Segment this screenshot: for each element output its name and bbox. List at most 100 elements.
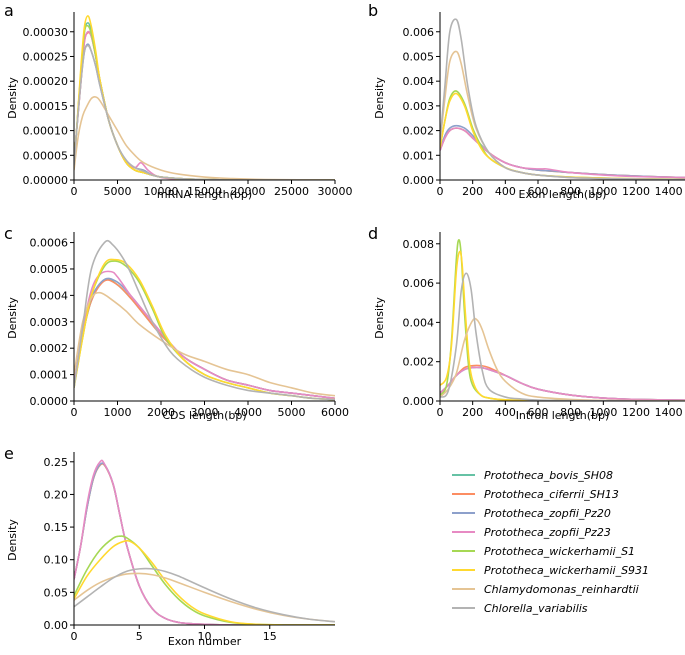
series-line-Prototheca_zopfii_Pz20 xyxy=(440,366,685,401)
x-tick-label: 3000 xyxy=(191,406,219,419)
y-tick-label: 0.0003 xyxy=(30,316,69,329)
series-line-Prototheca_bovis_SH08 xyxy=(74,462,335,625)
chart-panel-b: 0 200 400 600 800 1000 1200 1400 0.000 0.001 0.002… xyxy=(373,12,685,201)
y-tick-label: 0.001 xyxy=(403,149,435,162)
y-tick-label: 0.0005 xyxy=(30,263,69,276)
x-tick-label: 25000 xyxy=(274,185,309,198)
x-tick-label: 5000 xyxy=(278,406,306,419)
y-axis-label: Density xyxy=(373,297,386,339)
legend: Prototheca_bovis_SH08 Prototheca_ciferri… xyxy=(452,469,649,615)
y-tick-label: 0.0000 xyxy=(30,395,69,408)
x-tick-label: 1400 xyxy=(655,185,683,198)
y-tick-label: 0.00030 xyxy=(23,26,69,39)
y-tick-label: 0.000 xyxy=(403,174,435,187)
series-line-Chlorella_variabilis xyxy=(440,18,685,180)
y-tick-label: 0.00005 xyxy=(23,149,69,162)
x-tick-label: 5 xyxy=(136,630,143,643)
x-tick-label: 0 xyxy=(71,630,78,643)
y-tick-label: 0.0004 xyxy=(30,289,69,302)
x-tick-label: 400 xyxy=(495,185,516,198)
x-tick-label: 200 xyxy=(462,185,483,198)
x-tick-label: 30000 xyxy=(318,185,353,198)
series-line-Prototheca_ciferrii_SH13 xyxy=(74,279,335,400)
y-tick-label: 0.008 xyxy=(403,238,435,251)
x-tick-label: 0 xyxy=(71,406,78,419)
y-tick-label: 0.00025 xyxy=(23,50,69,63)
series-line-Chlamydomonas_reinhardtii xyxy=(440,50,685,180)
legend-label: Prototheca_ciferrii_SH13 xyxy=(484,488,619,501)
series-line-Prototheca_zopfii_Pz23 xyxy=(440,366,685,401)
panel-letter-a: a xyxy=(4,1,14,20)
y-tick-label: 0.20 xyxy=(44,488,69,501)
series-line-Chlamydomonas_reinhardtii xyxy=(74,572,335,623)
series-line-Prototheca_wickerhamii_S1 xyxy=(440,90,685,180)
y-tick-label: 0.004 xyxy=(403,316,435,329)
x-tick-label: 0 xyxy=(71,185,78,198)
y-tick-label: 0.05 xyxy=(44,586,69,599)
x-tick-label: 0 xyxy=(437,185,444,198)
x-tick-label: 1000 xyxy=(589,406,617,419)
series-group xyxy=(74,15,335,180)
series-line-Prototheca_zopfii_Pz20 xyxy=(74,277,335,400)
series-line-Prototheca_wickerhamii_S1 xyxy=(74,24,335,180)
series-line-Prototheca_wickerhamii_S931 xyxy=(440,250,685,401)
series-line-Prototheca_ciferrii_SH13 xyxy=(440,127,685,179)
x-axis-label: CDS length(bp) xyxy=(162,409,246,422)
x-tick-label: 800 xyxy=(560,406,581,419)
panel-letter-c: c xyxy=(4,224,13,243)
legend-label: Chlamydomonas_reinhardtii xyxy=(484,583,639,596)
series-line-Prototheca_ciferrii_SH13 xyxy=(440,364,685,401)
y-tick-label: 0.10 xyxy=(44,554,69,567)
series-group xyxy=(74,459,335,625)
x-tick-label: 600 xyxy=(528,406,549,419)
series-line-Prototheca_bovis_SH08 xyxy=(440,366,685,401)
series-line-Prototheca_zopfii_Pz23 xyxy=(74,270,335,400)
series-line-Prototheca_wickerhamii_S931 xyxy=(74,539,335,625)
series-line-Prototheca_ciferrii_SH13 xyxy=(74,31,335,180)
x-tick-label: 2000 xyxy=(147,406,175,419)
y-tick-label: 0.006 xyxy=(403,277,435,290)
y-tick-label: 0.00020 xyxy=(23,75,69,88)
series-line-Prototheca_zopfii_Pz20 xyxy=(74,43,335,180)
series-line-Prototheca_ciferrii_SH13 xyxy=(74,462,335,625)
y-tick-label: 0.0002 xyxy=(30,342,69,355)
chart-panel-c: 0 1000 2000 3000 4000 5000 6000 0.0000 0.0001 0.0… xyxy=(6,232,349,422)
series-line-Chlorella_variabilis xyxy=(74,239,335,401)
y-tick-label: 0.006 xyxy=(403,26,435,39)
series-line-Prototheca_wickerhamii_S1 xyxy=(74,535,335,625)
series-line-Prototheca_zopfii_Pz23 xyxy=(74,30,335,180)
x-axis-label: Exon number xyxy=(168,635,242,648)
series-line-Chlamydomonas_reinhardtii xyxy=(74,291,335,397)
x-tick-label: 20000 xyxy=(231,185,266,198)
y-tick-label: 0.004 xyxy=(403,75,435,88)
series-line-Prototheca_zopfii_Pz20 xyxy=(440,124,685,179)
legend-label: Chlorella_variabilis xyxy=(484,602,588,615)
x-tick-label: 10000 xyxy=(144,185,179,198)
y-axis-label: Density xyxy=(6,297,19,339)
x-tick-label: 10 xyxy=(198,630,212,643)
y-tick-label: 0.002 xyxy=(403,125,435,138)
y-tick-label: 0.00 xyxy=(44,619,69,632)
series-group xyxy=(440,239,685,401)
x-tick-label: 200 xyxy=(462,406,483,419)
x-tick-label: 15 xyxy=(263,630,277,643)
series-line-Chlamydomonas_reinhardtii xyxy=(74,96,335,180)
y-axis-label: Density xyxy=(6,519,19,561)
y-tick-label: 0.00015 xyxy=(23,100,69,113)
y-tick-label: 0.0006 xyxy=(30,237,69,250)
x-tick-label: 6000 xyxy=(321,406,349,419)
series-line-Prototheca_bovis_SH08 xyxy=(74,22,335,180)
x-tick-label: 4000 xyxy=(234,406,262,419)
x-tick-label: 600 xyxy=(528,185,549,198)
x-tick-label: 1200 xyxy=(622,406,650,419)
panel-letter-d: d xyxy=(368,224,378,243)
series-line-Prototheca_zopfii_Pz23 xyxy=(440,127,685,179)
x-tick-label: 0 xyxy=(437,406,444,419)
x-tick-label: 800 xyxy=(560,185,581,198)
legend-label: Prototheca_wickerhamii_S931 xyxy=(484,564,649,577)
panel-letter-e: e xyxy=(4,444,14,463)
x-tick-label: 1400 xyxy=(655,406,683,419)
y-tick-label: 0.25 xyxy=(44,456,69,469)
x-tick-label: 1200 xyxy=(622,185,650,198)
